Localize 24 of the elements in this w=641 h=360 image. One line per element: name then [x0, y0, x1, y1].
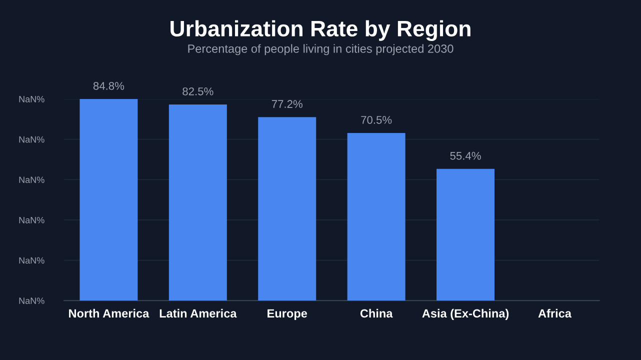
text: NaN%	[19, 216, 44, 224]
bar	[80, 99, 138, 301]
data-label: 70.5%	[361, 116, 392, 124]
x-tick-label: Africa	[538, 308, 572, 318]
text: NaN%	[19, 257, 44, 264]
text: NaN%	[19, 136, 44, 143]
data-label: 55.4%	[450, 152, 481, 160]
data-label: 84.8%	[93, 82, 124, 90]
x-tick-label: China	[360, 308, 393, 318]
bar	[436, 168, 495, 301]
chart-subtitle: Percentage of people living in cities projected 2030	[188, 44, 454, 56]
text: NaN%	[19, 176, 44, 183]
x-tick-label: Latin America	[160, 308, 237, 318]
data-label: 82.5%	[182, 87, 214, 96]
text: NaN%	[19, 96, 44, 102]
bar	[347, 132, 406, 301]
bar	[258, 117, 316, 301]
data-label: 77.2%	[272, 100, 302, 108]
x-tick-label: Asia (Ex-China)	[422, 308, 509, 320]
chart-title: Urbanization Rate by Region	[170, 20, 470, 42]
bar	[168, 104, 227, 301]
x-tick-label: Europe	[268, 309, 308, 320]
text: NaN%	[19, 298, 44, 304]
x-tick-label: North America	[69, 308, 150, 318]
